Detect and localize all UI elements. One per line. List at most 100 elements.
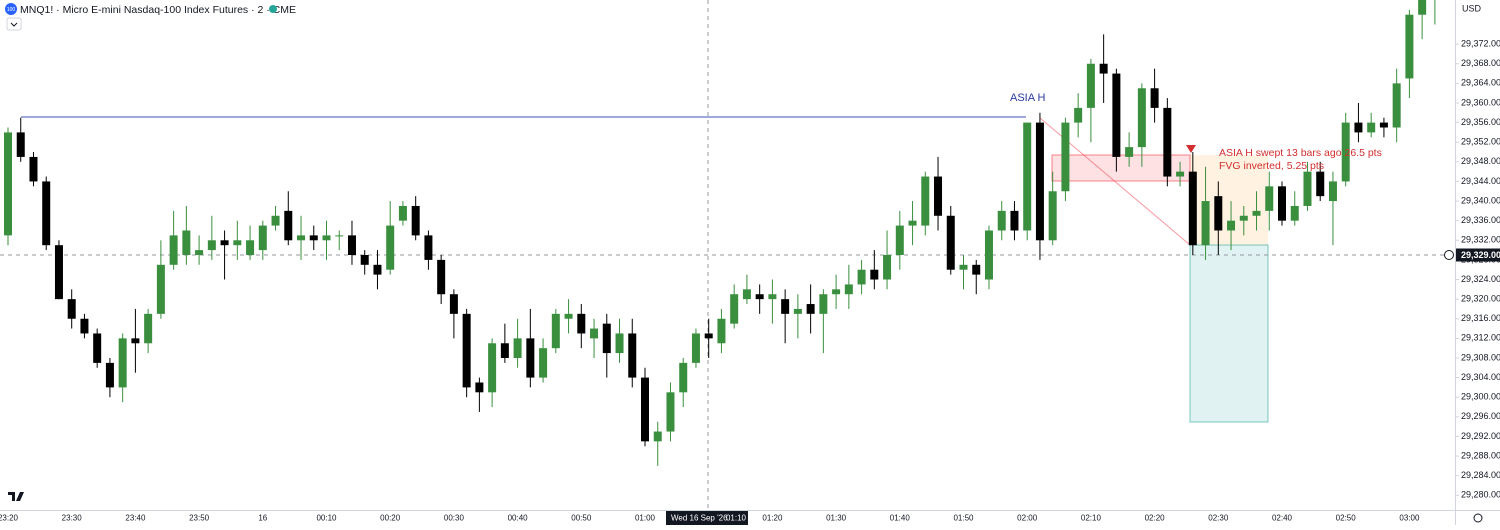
y-tick-label: 29,364.00 <box>1461 78 1500 88</box>
candle-body <box>590 328 599 339</box>
x-tick-label: 02:50 <box>1336 514 1357 523</box>
settings-icon[interactable] <box>1473 513 1483 523</box>
x-tick-label: 00:20 <box>380 514 401 523</box>
candle-body <box>1074 107 1083 123</box>
candle-body <box>1354 122 1363 133</box>
x-tick-label: 16 <box>258 514 267 523</box>
candle-body <box>959 264 968 270</box>
candle-body <box>297 235 306 241</box>
candle-body <box>411 205 420 236</box>
x-tick-label: 01:30 <box>826 514 847 523</box>
candle-body <box>284 210 293 241</box>
collapse-icon <box>10 22 18 27</box>
x-tick-label: 01:50 <box>953 514 974 523</box>
candle-body <box>1125 147 1134 157</box>
symbol-logo <box>5 3 17 15</box>
candle-body <box>1227 220 1236 231</box>
candle-body <box>347 235 356 255</box>
candle-body <box>144 313 153 344</box>
x-tick-label: 00:30 <box>444 514 465 523</box>
crosshair-price-label: 29,329.00 <box>1461 250 1500 260</box>
candle-body <box>513 338 522 358</box>
candle-body <box>1023 122 1032 231</box>
candle-body <box>258 225 267 251</box>
candle-body <box>704 333 713 339</box>
candle-body <box>1367 122 1376 133</box>
y-tick-label: 29,340.00 <box>1461 195 1500 205</box>
x-tick-label: 02:40 <box>1272 514 1293 523</box>
y-tick-label: 29,288.00 <box>1461 450 1500 460</box>
candle-body <box>118 338 127 388</box>
y-tick-label: 29,304.00 <box>1461 372 1500 382</box>
candle-body <box>1341 122 1350 182</box>
candle-body <box>641 377 649 442</box>
candle-body <box>730 294 739 324</box>
candle-body <box>539 348 548 378</box>
x-tick-label: 02:30 <box>1208 514 1229 523</box>
candle-body <box>870 269 879 280</box>
market-status <box>269 5 277 13</box>
candle-body <box>883 255 892 280</box>
x-tick-label: 01:20 <box>762 514 783 523</box>
x-tick-label: 23:20 <box>0 514 19 523</box>
y-tick-label: 29,324.00 <box>1461 274 1500 284</box>
candle-body <box>997 210 1006 231</box>
candle-body <box>577 313 586 334</box>
candle-body <box>322 235 331 241</box>
candle-body <box>934 176 943 216</box>
tv-logo[interactable] <box>8 492 24 501</box>
candle-body <box>16 132 25 157</box>
candle-body <box>1010 210 1019 231</box>
candle-body <box>1405 14 1414 79</box>
candle-body <box>921 176 930 226</box>
y-tick-label: 29,344.00 <box>1461 176 1500 186</box>
y-tick-label: 29,284.00 <box>1461 470 1500 480</box>
x-tick-label: 03:00 <box>1399 514 1420 523</box>
crosshair-date: Wed 16 Sep '26 <box>671 514 728 523</box>
x-tick-label: 02:10 <box>1081 514 1102 523</box>
candle-body <box>793 308 802 314</box>
y-tick-label: 29,296.00 <box>1461 411 1500 421</box>
candle-body <box>1303 171 1312 206</box>
x-tick-label: 01:40 <box>890 514 911 523</box>
crosshair-date-box <box>666 511 748 525</box>
annotation: FVG inverted, 5.25 pts <box>1219 160 1324 172</box>
candle-body <box>233 240 242 246</box>
candle-body <box>602 323 611 354</box>
candle-body <box>398 205 407 221</box>
candle-body <box>500 343 509 358</box>
candle-body <box>1379 122 1388 128</box>
y-tick-label: 29,368.00 <box>1461 58 1500 68</box>
candle-body <box>819 294 828 314</box>
candle-body <box>526 338 535 378</box>
candle-body <box>54 245 63 300</box>
y-tick-label: 29,300.00 <box>1461 392 1500 402</box>
collapse-button[interactable] <box>6 17 22 31</box>
candle-body <box>309 235 318 241</box>
candle-body <box>1328 181 1337 202</box>
candle-body <box>169 235 178 265</box>
candle-body <box>806 304 815 314</box>
candle-body <box>246 240 255 255</box>
candle-body <box>182 230 191 255</box>
candle-body <box>1099 63 1108 74</box>
candle-body <box>742 289 751 300</box>
x-tick-label: 01:00 <box>635 514 656 523</box>
symbol-logo-text: 100 <box>7 7 16 13</box>
y-tick-label: 29,280.00 <box>1461 490 1500 500</box>
candle-body <box>1239 215 1248 221</box>
candle-body <box>679 362 688 393</box>
candle-body <box>386 225 395 270</box>
annotation: ASIA H swept 13 bars ago 26.5 pts <box>1219 147 1382 159</box>
candle-body <box>131 338 140 344</box>
x-tick-label: 00:50 <box>571 514 592 523</box>
candle-body <box>1188 171 1197 246</box>
currency[interactable]: USD <box>1462 3 1482 13</box>
y-tick-label: 29,292.00 <box>1461 431 1500 441</box>
candle-body <box>768 294 777 300</box>
candle-body <box>895 225 904 255</box>
candle-body <box>984 230 993 280</box>
y-tick-label: 29,360.00 <box>1461 97 1500 107</box>
plot-area <box>0 0 1455 510</box>
